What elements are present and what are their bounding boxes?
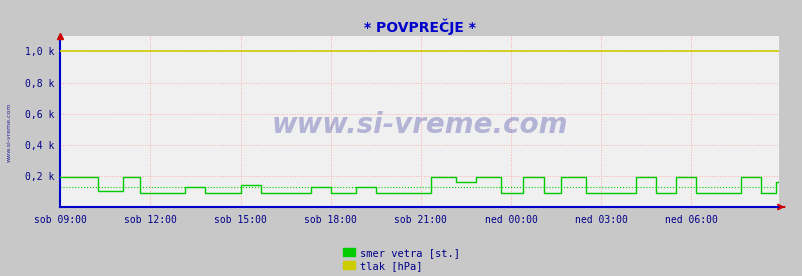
Legend: smer vetra [st.], tlak [hPa]: smer vetra [st.], tlak [hPa]: [342, 248, 460, 271]
Text: www.si-vreme.com: www.si-vreme.com: [6, 103, 11, 162]
Title: * POVPREČJE *: * POVPREČJE *: [363, 18, 475, 35]
Text: www.si-vreme.com: www.si-vreme.com: [271, 111, 567, 139]
